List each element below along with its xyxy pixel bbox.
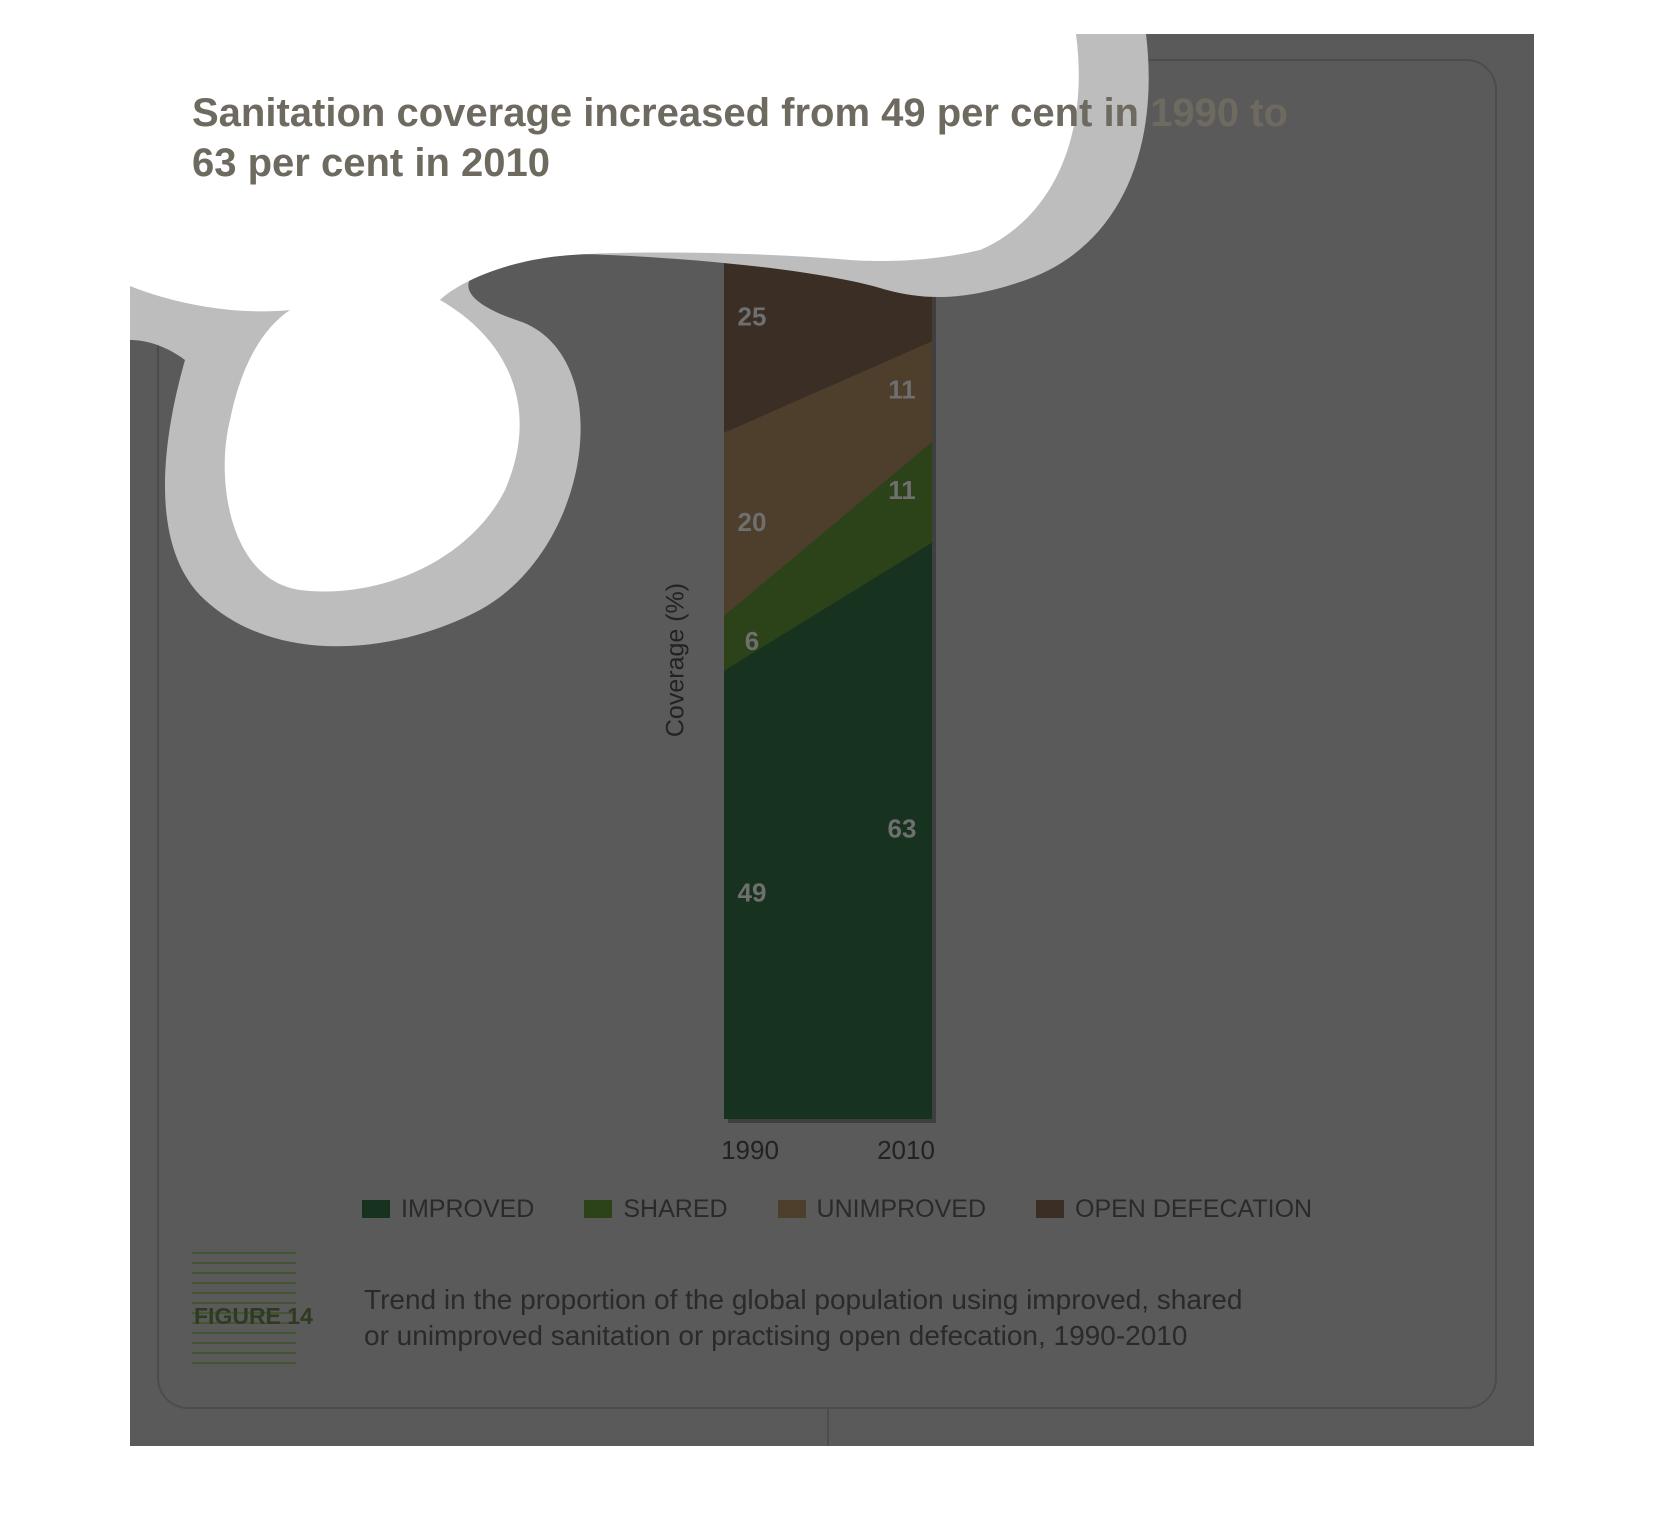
- legend-swatch-unimproved: [777, 1200, 806, 1218]
- figure-label: FIGURE 14: [194, 1303, 313, 1329]
- data-label-shared-1990: 6: [745, 626, 759, 656]
- data-label-shared-2010: 11: [888, 475, 916, 505]
- figure-caption: Trend in the proportion of the global po…: [364, 1282, 1394, 1354]
- legend-item-improved: IMPROVED: [362, 1195, 534, 1224]
- chart-title: Sanitation coverage increased from 49 pe…: [192, 88, 1392, 188]
- legend-item-open-defecation: OPEN DEFECATION: [1036, 1195, 1312, 1224]
- data-label-improved-2010: 63: [888, 814, 917, 844]
- data-label-unimproved-1990: 20: [738, 507, 767, 537]
- legend-swatch-shared: [584, 1200, 613, 1218]
- legend-label-shared: SHARED: [623, 1194, 728, 1223]
- legend-swatch-open-defecation: [1036, 1200, 1065, 1218]
- data-label-unimproved-2010: 11: [888, 374, 916, 404]
- area-shared: [724, 441, 932, 671]
- x-tick-1990: 1990: [721, 1135, 779, 1165]
- legend-label-unimproved: UNIMPROVED: [816, 1194, 987, 1223]
- x-axis-ticks: 1990 2010: [721, 1135, 935, 1165]
- area-improved: [724, 542, 932, 1119]
- figure-caption-line-1: Trend in the proportion of the global po…: [364, 1284, 1243, 1315]
- white-cutout-fill: [130, 34, 1079, 592]
- figure-caption-line-2: or unimproved sanitation or practising o…: [364, 1320, 1188, 1351]
- x-tick-2010: 2010: [877, 1135, 935, 1165]
- legend-item-shared: SHARED: [584, 1194, 728, 1224]
- data-label-improved-1990: 49: [738, 878, 767, 908]
- data-labels: 496361120112515: [738, 256, 917, 908]
- chart-title-line-2: 63 per cent in 2010: [192, 141, 550, 185]
- figure-label-stripes: [192, 1252, 296, 1364]
- legend: IMPROVED SHARED UNIMPROVED OPEN DEFECATI…: [362, 1192, 1312, 1226]
- legend-item-unimproved: UNIMPROVED: [777, 1194, 987, 1224]
- legend-swatch-improved: [362, 1200, 390, 1218]
- y-axis-label: Coverage (%): [661, 582, 690, 738]
- legend-label-improved: IMPROVED: [401, 1194, 535, 1223]
- legend-label-open-defecation: OPEN DEFECATION: [1075, 1194, 1313, 1223]
- data-label-open-defecation-1990: 25: [738, 301, 767, 331]
- chart-title-line-1: Sanitation coverage increased from 49 pe…: [192, 91, 1288, 135]
